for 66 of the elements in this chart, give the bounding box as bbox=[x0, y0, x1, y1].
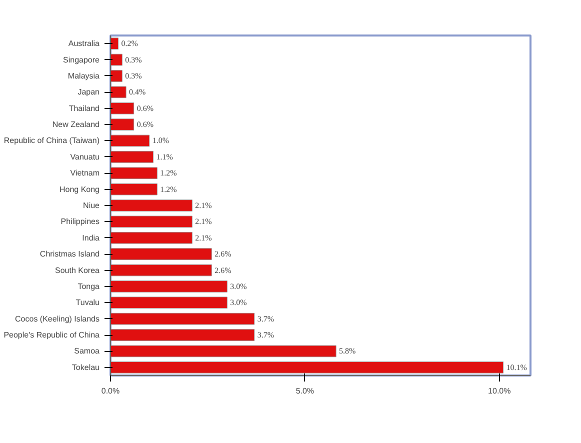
y-tick-label: New Zealand bbox=[52, 120, 100, 130]
data-label: 2.6% bbox=[214, 266, 232, 275]
data-label: 1.2% bbox=[160, 168, 178, 178]
x-tick-label: 5.0% bbox=[296, 386, 314, 396]
bar bbox=[110, 232, 192, 244]
y-tick-label: Malaysia bbox=[68, 71, 100, 80]
data-label: 2.1% bbox=[195, 233, 212, 242]
data-label: 5.8% bbox=[339, 346, 356, 356]
x-tick-label: 10.0% bbox=[488, 386, 511, 396]
data-label: 0.4% bbox=[129, 88, 146, 97]
y-tick-label: Vanuatu bbox=[70, 152, 100, 162]
bar bbox=[110, 54, 122, 66]
data-label: 2.6% bbox=[214, 250, 232, 259]
data-label: 3.0% bbox=[230, 282, 248, 291]
data-label: 1.2% bbox=[160, 184, 178, 194]
bar bbox=[110, 118, 134, 130]
data-label: 2.1% bbox=[195, 217, 212, 226]
y-tick-label: Christmas Island bbox=[40, 250, 100, 259]
data-label: 0.6% bbox=[136, 104, 154, 113]
bar bbox=[110, 280, 228, 292]
bar bbox=[110, 329, 255, 341]
y-tick-label: Tuvalu bbox=[76, 298, 100, 308]
data-label: 10.1% bbox=[506, 362, 528, 372]
y-tick-label: Thailand bbox=[68, 104, 100, 113]
bar bbox=[110, 86, 126, 98]
bar bbox=[110, 183, 158, 196]
data-label: 2.1% bbox=[195, 201, 212, 210]
y-tick-label: Tonga bbox=[78, 282, 100, 291]
bar bbox=[110, 216, 192, 228]
y-tick-label: Australia bbox=[68, 39, 100, 48]
y-tick-label: Tokelau bbox=[72, 362, 100, 372]
data-label: 1.1% bbox=[156, 152, 174, 162]
data-label: 0.2% bbox=[121, 39, 138, 48]
data-label: 0.3% bbox=[125, 71, 142, 80]
y-tick-label: Singapore bbox=[63, 55, 100, 64]
data-label: 3.7% bbox=[257, 330, 274, 340]
data-label: 3.0% bbox=[230, 298, 248, 308]
bar bbox=[110, 134, 150, 147]
bar bbox=[110, 345, 336, 358]
y-tick-label: South Korea bbox=[55, 266, 100, 275]
bar bbox=[110, 38, 119, 50]
y-tick-label: Vietnam bbox=[70, 168, 100, 178]
y-tick-label: People's Republic of China bbox=[4, 330, 100, 340]
bar bbox=[110, 200, 192, 212]
data-label: 1.0% bbox=[152, 136, 170, 146]
bar bbox=[110, 248, 212, 260]
bar bbox=[110, 312, 255, 325]
y-tick-label: Republic of China (Taiwan) bbox=[4, 136, 100, 146]
data-label: 0.3% bbox=[125, 55, 142, 64]
bar bbox=[110, 361, 504, 374]
y-tick-label: Cocos (Keeling) Islands bbox=[15, 314, 100, 324]
y-tick-label: Philippines bbox=[60, 217, 100, 226]
bar bbox=[110, 102, 134, 114]
y-tick-label: Niue bbox=[83, 201, 100, 210]
y-tick-label: Samoa bbox=[74, 346, 100, 356]
y-tick-label: India bbox=[82, 233, 100, 242]
bar bbox=[110, 264, 212, 276]
bar bbox=[110, 70, 122, 82]
x-tick-label: 0.0% bbox=[101, 386, 120, 396]
data-label: 3.7% bbox=[257, 314, 274, 324]
y-tick-label: Japan bbox=[78, 88, 100, 97]
y-tick-label: Hong Kong bbox=[59, 184, 100, 194]
bar bbox=[110, 296, 228, 309]
bar bbox=[110, 151, 154, 163]
bar bbox=[110, 167, 158, 180]
data-label: 0.6% bbox=[136, 120, 154, 130]
